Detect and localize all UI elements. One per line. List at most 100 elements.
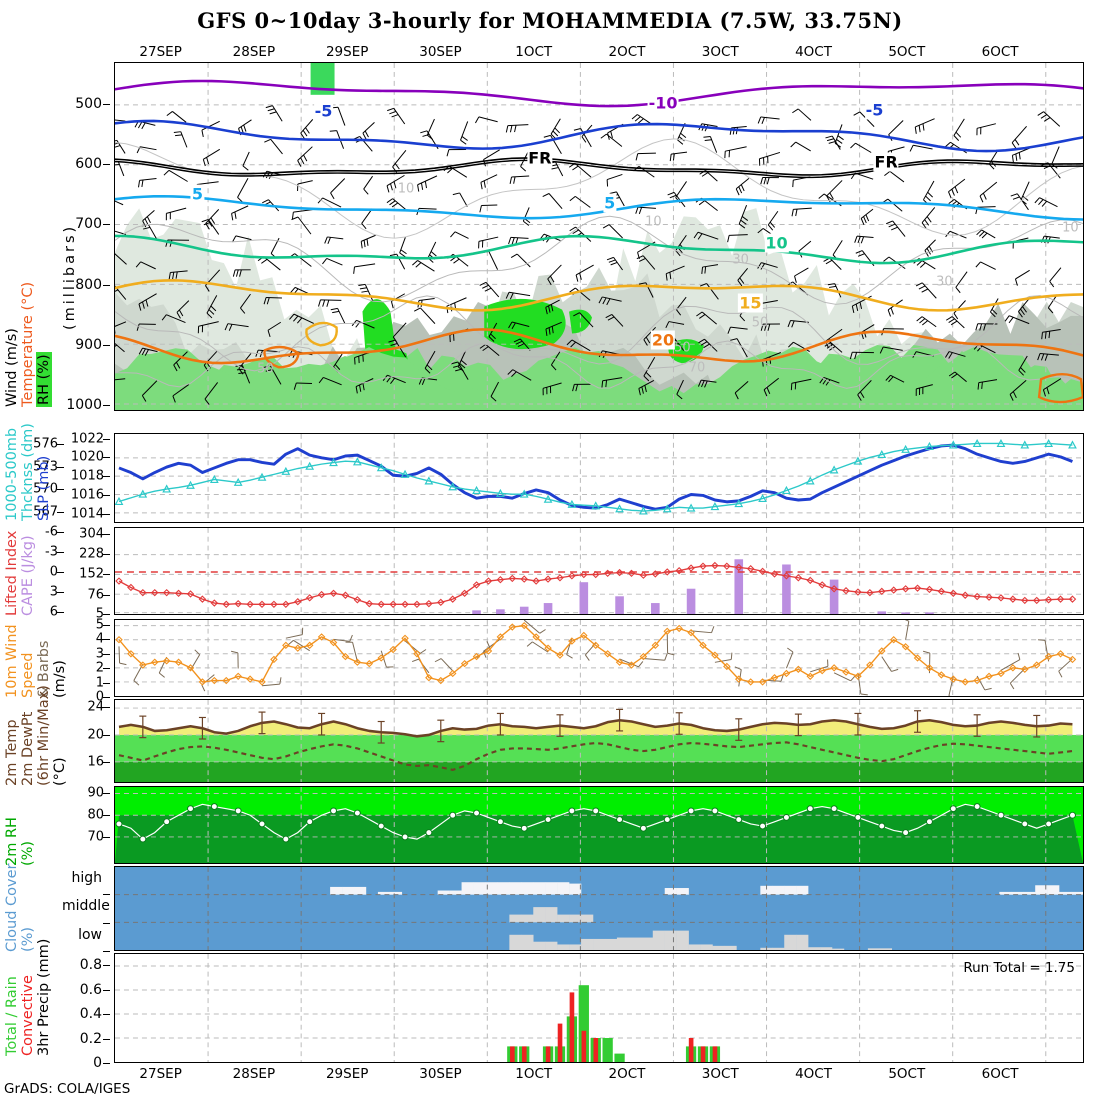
y-tick-mark <box>57 511 64 513</box>
slp-plot <box>115 434 1083 522</box>
cloud-left-labels: Cloud Cover (%) <box>0 864 62 956</box>
contour-label: 30 <box>936 274 953 290</box>
temp-plot <box>115 700 1083 782</box>
cloud-level-low: low <box>78 926 102 943</box>
panel-lifted-index-cape <box>114 527 1084 615</box>
y-tick-mark <box>103 707 110 709</box>
y-tick-mark <box>57 552 64 554</box>
y-tick-mark <box>57 611 64 613</box>
contour-label: 15 <box>738 293 763 313</box>
temp-left-labels: 2m Temp 2m DewPt (6hr Min/Max) (°C) <box>0 685 68 790</box>
y-tick: 6 <box>49 604 58 620</box>
y-tick-mark <box>103 653 110 655</box>
tick-mark <box>103 965 110 967</box>
precip-left-labels: Total / Rain Convective 3hr Precip (mm) <box>0 939 62 1060</box>
y-tick-mark <box>103 668 110 670</box>
contour-label: -10 <box>647 93 679 113</box>
axis-label: 1000-500mb <box>4 427 20 521</box>
x-tick-29sep: 29SEP <box>325 44 369 60</box>
axis-label: (6hr Min/Max) <box>36 685 52 786</box>
x-tick-30sep: 30SEP <box>419 1066 462 1082</box>
cape-y-ticks: 304 228 152 76 5 <box>62 526 110 621</box>
contour-label: 50 <box>257 361 274 377</box>
tick-mark <box>103 989 110 991</box>
y-tick: 20 <box>87 727 104 743</box>
wind-left-labels: 10m Wind Speed & Barbs (m/s) <box>0 610 68 702</box>
x-tick-27sep: 27SEP <box>139 44 182 60</box>
axis-label: 10m Wind <box>4 624 20 698</box>
axis-label: 2m Temp <box>4 719 20 786</box>
y-tick: 567 <box>33 504 58 520</box>
contour-label: FR <box>873 152 899 172</box>
cloud-level-high: high <box>71 869 102 886</box>
axis-label: Wind (m/s) <box>4 328 20 407</box>
x-tick-5oct: 5OCT <box>888 1066 926 1082</box>
axis-label: Total / Rain <box>4 976 20 1056</box>
tick-mark <box>103 1038 110 1040</box>
contour-label: 50 <box>751 315 769 331</box>
slp-left-labels: 1000-500mb Thcknss (dm) SLP (mb) <box>0 423 62 525</box>
y-tick: 228 <box>79 546 104 562</box>
y-tick-mark <box>57 532 64 534</box>
axis-label: (%) <box>20 840 36 866</box>
temp-y-ticks: 24 20 16 <box>62 699 110 783</box>
x-tick-28sep: 28SEP <box>232 1066 276 1082</box>
precip-tick: 0.4 <box>79 1006 102 1023</box>
y-tick-mark <box>103 639 110 641</box>
y-tick: 576 <box>33 436 58 452</box>
precip-tick: 0.6 <box>79 981 102 998</box>
y-tick-mark <box>103 594 110 596</box>
x-tick-30sep: 30SEP <box>419 44 462 60</box>
contour-label: 10 <box>1062 220 1079 236</box>
y-tick: 76 <box>87 587 104 603</box>
y-tick-mark <box>103 814 110 816</box>
precip-y-ticks: 0.8 0.6 0.4 0.2 0 <box>58 953 110 1071</box>
axis-label: CAPE (J/kg) <box>20 535 36 616</box>
y-tick: 1016 <box>70 487 104 503</box>
y-tick-mark <box>103 438 110 440</box>
y-tick: 24 <box>87 699 104 715</box>
y-tick: 152 <box>79 566 104 582</box>
y-tick-mark <box>103 574 110 576</box>
pressure-tick: 500 <box>75 96 102 113</box>
contour-label: 70 <box>688 360 706 376</box>
y-tick: 0 <box>49 564 58 580</box>
axis-label: Temperature (°C) <box>20 281 36 407</box>
x-axis-bottom: 27SEP 28SEP 29SEP 30SEP 1OCT 2OCT 3OCT 4OCT 5OCT… <box>0 1066 1100 1084</box>
rh-left-labels: 2m RH (%) <box>0 780 62 870</box>
tick-mark <box>103 404 110 406</box>
tick-mark <box>103 951 110 952</box>
y-tick: 1014 <box>70 506 104 522</box>
y-tick-mark <box>103 682 110 684</box>
cape-plot <box>115 528 1083 614</box>
y-tick-mark <box>103 613 110 615</box>
y-tick-mark <box>103 624 110 626</box>
axis-label: 3hr Precip (mm) <box>36 938 52 1056</box>
x-tick-2oct: 2OCT <box>608 44 646 60</box>
page-title: GFS 0~10day 3-hourly for MOHAMMEDIA (7.5… <box>197 8 903 33</box>
y-tick-mark <box>57 591 64 593</box>
panel-cloud-cover <box>114 866 1084 951</box>
axis-label: 2m DewPt <box>20 711 36 786</box>
pressure-tick: 1000 <box>66 396 102 413</box>
tick-mark <box>103 894 110 896</box>
panel-2m-rh <box>114 786 1084 864</box>
rh-y-ticks: 90 80 70 <box>62 785 110 864</box>
axis-label: SLP (mb) <box>36 455 52 521</box>
pressure-tick: 800 <box>75 276 102 293</box>
y-tick: -6 <box>45 524 58 540</box>
x-tick-6oct: 6OCT <box>981 44 1019 60</box>
tick-mark <box>103 922 110 924</box>
contour-label: 20 <box>650 330 676 350</box>
x-tick-29sep: 29SEP <box>325 1066 369 1082</box>
run-total-label: Run Total = 1.75 <box>963 960 1075 976</box>
lifted-index-y-ticks: -6 -3 0 3 6 <box>18 524 64 619</box>
y-tick: 70 <box>87 829 104 845</box>
y-tick: 3 <box>95 646 104 662</box>
contour-label: 5 <box>603 193 617 213</box>
panel-upper-air: -10 -5 -5 FR FR 5 5 10 15 20 10 10 10 30 30 50 50 50 70 <box>114 62 1084 411</box>
contour-label: 10 <box>764 233 789 253</box>
rh-plot <box>115 787 1083 863</box>
precip-tick: 0.2 <box>79 1030 102 1047</box>
y-tick: 1 <box>95 675 104 691</box>
